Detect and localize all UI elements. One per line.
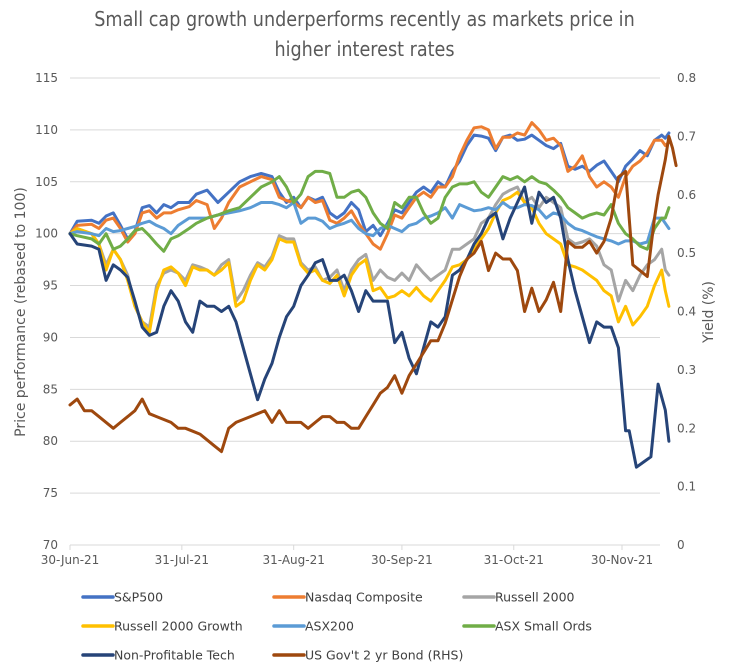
chart-title-line-1: Small cap growth underperforms recently … bbox=[94, 7, 635, 31]
y-axis-left-ticks: 70 75 80 85 90 95 100 105 110 115 bbox=[35, 71, 58, 552]
series-line-s-p500 bbox=[68, 131, 671, 241]
y2-tick-label: 0.8 bbox=[677, 71, 696, 85]
series-line-asx200 bbox=[68, 201, 671, 246]
legend-item: Non-Profitable Tech bbox=[81, 648, 235, 663]
y-tick-label: 115 bbox=[35, 71, 58, 85]
chart-title-line-2: higher interest rates bbox=[274, 37, 455, 61]
x-tick-label: 30-Jun-21 bbox=[41, 553, 100, 567]
legend-item: ASX200 bbox=[272, 619, 354, 634]
legend-label: ASX Small Ords bbox=[495, 619, 592, 634]
series-line-asx-small-ords bbox=[68, 169, 671, 253]
y-tick-label: 95 bbox=[43, 279, 58, 293]
y2-tick-label: 0.4 bbox=[677, 305, 696, 319]
y-tick-label: 75 bbox=[43, 486, 58, 500]
y-tick-label: 90 bbox=[43, 330, 58, 344]
y2-tick-label: 0.7 bbox=[677, 129, 696, 143]
y2-tick-label: 0.6 bbox=[677, 188, 696, 202]
y-tick-label: 110 bbox=[35, 123, 58, 137]
y2-tick-label: 0.1 bbox=[677, 480, 696, 494]
y2-tick-label: 0.3 bbox=[677, 363, 696, 377]
y2-tick-label: 0.2 bbox=[677, 421, 696, 435]
legend-item: ASX Small Ords bbox=[462, 619, 592, 634]
y-tick-label: 105 bbox=[35, 175, 58, 189]
x-tick-label: 30-Sep-21 bbox=[371, 553, 433, 567]
legend-item: Nasdaq Composite bbox=[272, 590, 423, 605]
y-tick-label: 80 bbox=[43, 434, 58, 448]
legend-item: S&P500 bbox=[81, 590, 163, 605]
x-tick-label: 31-Aug-21 bbox=[262, 553, 324, 567]
legend-label: US Gov't 2 yr Bond (RHS) bbox=[305, 648, 463, 663]
x-axis-ticks: 30-Jun-21 31-Jul-21 31-Aug-21 30-Sep-21 31-O… bbox=[41, 545, 653, 567]
y-axis-right-ticks: 0 0.1 0.2 0.3 0.4 0.5 0.6 0.7 0.8 bbox=[677, 71, 696, 552]
legend-item: US Gov't 2 yr Bond (RHS) bbox=[272, 648, 463, 663]
legend: S&P500 Nasdaq Composite Russell 2000 Russel… bbox=[81, 590, 592, 663]
series-lines bbox=[68, 121, 678, 469]
legend-label: ASX200 bbox=[305, 619, 354, 634]
series-line-us-gov-t-2-yr-bond-rhs bbox=[68, 134, 678, 454]
legend-label: Non-Profitable Tech bbox=[114, 648, 235, 663]
y2-axis-label: Yield (%) bbox=[701, 281, 717, 344]
y-tick-label: 70 bbox=[43, 538, 58, 552]
y2-tick-label: 0 bbox=[677, 538, 685, 552]
series-line-russell-2000-growth bbox=[68, 190, 671, 334]
legend-label: S&P500 bbox=[114, 590, 163, 605]
y-axis-label: Price performance (rebased to 100) bbox=[13, 187, 29, 437]
y-tick-label: 85 bbox=[43, 382, 58, 396]
legend-label: Russell 2000 bbox=[495, 590, 575, 605]
gridlines bbox=[70, 77, 660, 546]
x-tick-label: 31-Jul-21 bbox=[155, 553, 209, 567]
series-line-non-profitable-tech bbox=[68, 185, 671, 469]
legend-item: Russell 2000 bbox=[462, 590, 575, 605]
legend-item: Russell 2000 Growth bbox=[81, 619, 243, 634]
x-tick-label: 30-Nov-21 bbox=[591, 553, 653, 567]
chart-title: Small cap growth underperforms recently … bbox=[44, 4, 686, 64]
legend-label: Russell 2000 Growth bbox=[114, 619, 243, 634]
y-tick-label: 100 bbox=[35, 227, 58, 241]
y2-tick-label: 0.5 bbox=[677, 246, 696, 260]
legend-label: Nasdaq Composite bbox=[305, 590, 423, 605]
x-tick-label: 31-Oct-21 bbox=[484, 553, 544, 567]
series-line-nasdaq-composite bbox=[68, 121, 671, 251]
